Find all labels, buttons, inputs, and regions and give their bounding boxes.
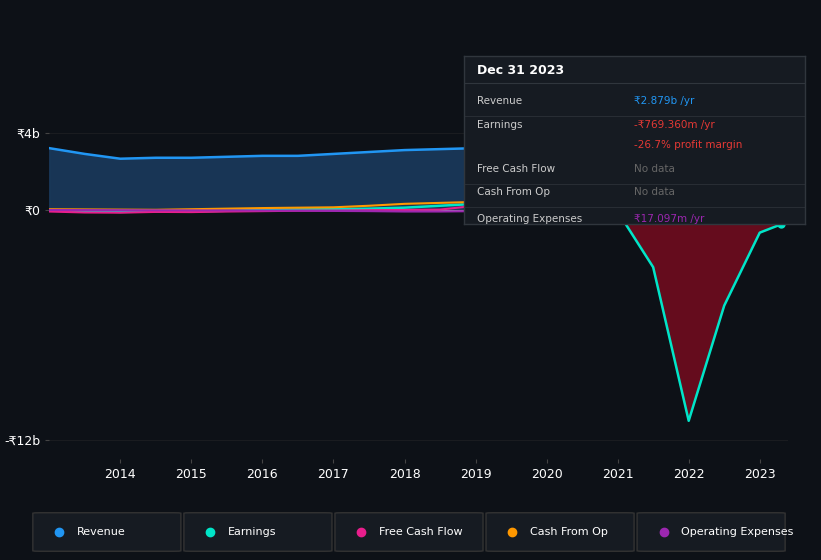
Text: Operating Expenses: Operating Expenses — [681, 527, 793, 537]
Text: Revenue: Revenue — [76, 527, 126, 537]
Text: Earnings: Earnings — [227, 527, 276, 537]
Text: Cash From Op: Cash From Op — [530, 527, 608, 537]
Text: Operating Expenses: Operating Expenses — [478, 214, 583, 224]
FancyBboxPatch shape — [637, 513, 785, 551]
Text: Revenue: Revenue — [478, 96, 523, 106]
Text: Free Cash Flow: Free Cash Flow — [378, 527, 462, 537]
Text: -₹769.360m /yr: -₹769.360m /yr — [635, 120, 715, 130]
Text: -26.7% profit margin: -26.7% profit margin — [635, 140, 743, 150]
Text: No data: No data — [635, 187, 675, 197]
Text: Cash From Op: Cash From Op — [478, 187, 551, 197]
FancyBboxPatch shape — [184, 513, 332, 551]
Text: Free Cash Flow: Free Cash Flow — [478, 164, 556, 174]
Text: Earnings: Earnings — [478, 120, 523, 130]
FancyBboxPatch shape — [486, 513, 634, 551]
Text: No data: No data — [635, 164, 675, 174]
Text: ₹2.879b /yr: ₹2.879b /yr — [635, 96, 695, 106]
FancyBboxPatch shape — [33, 513, 181, 551]
Text: ₹17.097m /yr: ₹17.097m /yr — [635, 214, 704, 224]
FancyBboxPatch shape — [335, 513, 483, 551]
Text: Dec 31 2023: Dec 31 2023 — [478, 64, 565, 77]
